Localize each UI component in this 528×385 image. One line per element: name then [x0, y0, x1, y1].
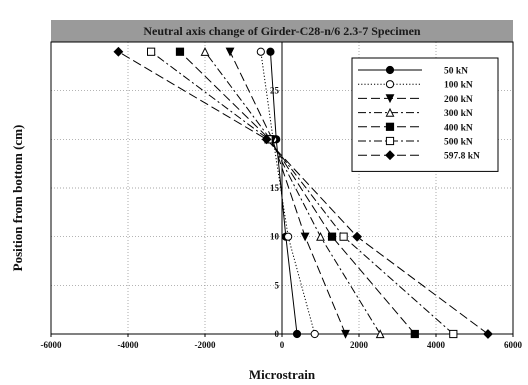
marker-circle — [256, 47, 265, 56]
x-tick-label: -4000 — [118, 340, 139, 350]
y-axis-label: Position from bottom (cm) — [10, 125, 25, 272]
legend-label-6: 500 kN — [444, 138, 473, 148]
marker-circle — [284, 232, 293, 241]
marker-diamond — [113, 46, 124, 57]
marker-triangle-up — [200, 47, 210, 56]
marker-triangle-down — [385, 94, 395, 104]
x-tick-labels: -6000 -4000 -2000 0 2000 4000 6000 — [41, 340, 523, 350]
series-line-1 — [269, 51, 298, 335]
y-tick-label: 0 — [275, 329, 280, 339]
legend-label-4: 300 kN — [444, 109, 473, 119]
series-lines — [118, 51, 489, 335]
y-tick-label: 25 — [270, 86, 280, 96]
marker-diamond — [261, 134, 272, 145]
marker-triangle-up — [375, 329, 385, 339]
x-tick-label: -6000 — [41, 340, 62, 350]
legend-label-3: 200 kN — [444, 95, 473, 105]
marker-triangle-down — [341, 329, 350, 339]
legend: 50 kN 100 kN 200 kN 300 kN 400 kN 500 kN 597.8… — [351, 57, 499, 172]
marker-triangle-up — [385, 107, 395, 117]
marker-triangle-up — [316, 231, 325, 241]
marker-square — [327, 232, 337, 241]
legend-label-2: 100 kN — [444, 81, 473, 91]
x-tick-label: 0 — [280, 340, 285, 350]
legend-box — [351, 57, 499, 172]
marker-diamond — [352, 231, 362, 242]
legend-label-1: 50 kN — [444, 67, 468, 77]
series-line-6 — [150, 51, 454, 335]
marker-circle — [385, 65, 395, 75]
marker-diamond — [483, 329, 493, 339]
x-tick-label: 4000 — [427, 340, 446, 350]
series-line-5 — [179, 51, 416, 335]
series-line-2 — [260, 51, 316, 335]
y-tick-label: 5 — [275, 280, 280, 290]
marker-circle — [385, 80, 395, 89]
x-tick-label: 2000 — [350, 340, 369, 350]
y-tick-label: 10 — [270, 232, 280, 242]
marker-square — [385, 122, 395, 131]
x-axis-label: Microstrain — [249, 367, 316, 382]
legend-label-5: 400 kN — [444, 123, 473, 133]
marker-circle — [292, 329, 302, 339]
title-bar — [51, 20, 513, 42]
marker-triangle-down — [225, 47, 235, 57]
series-line-7 — [118, 51, 489, 335]
marker-square — [410, 329, 419, 339]
axes — [50, 41, 514, 337]
series-line-3 — [229, 51, 346, 335]
series-line-4 — [204, 51, 381, 335]
x-tick-label: -2000 — [195, 340, 216, 350]
series-markers — [113, 46, 493, 339]
x-tick-label: 6000 — [504, 340, 523, 350]
marker-diamond — [385, 150, 395, 161]
y-tick-label: 15 — [270, 183, 280, 193]
marker-square — [449, 329, 458, 339]
marker-square — [175, 47, 185, 56]
marker-square — [385, 136, 395, 146]
chart-title: Neutral axis change of Girder-C28-n/6 2.… — [143, 24, 421, 38]
marker-triangle-down — [300, 232, 310, 242]
legend-label-7: 597.8 kN — [444, 152, 480, 162]
marker-square — [147, 47, 156, 56]
marker-square — [339, 232, 348, 241]
marker-circle — [310, 329, 319, 339]
marker-circle — [266, 47, 275, 56]
